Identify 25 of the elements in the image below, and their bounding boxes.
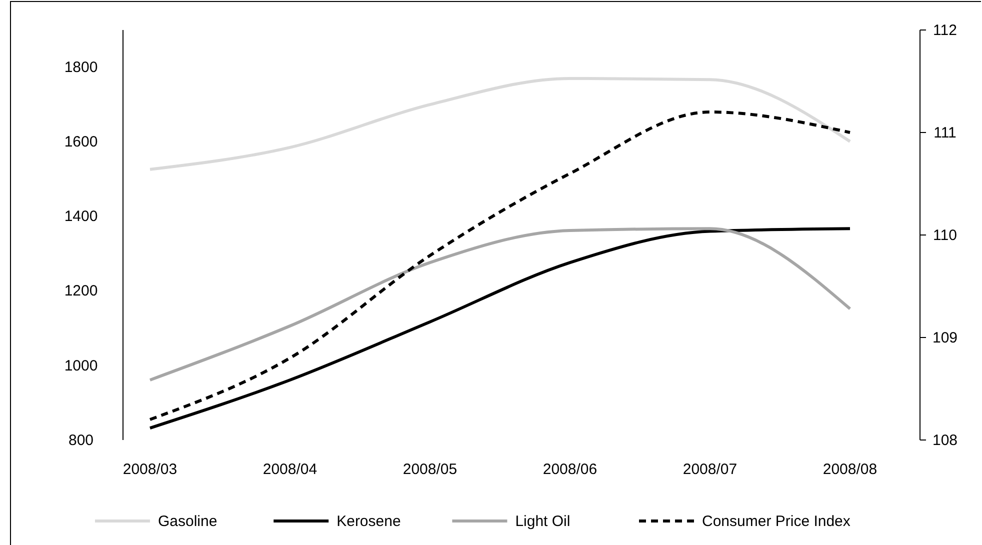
x-tick-label: 2008/08 [822, 461, 878, 478]
y-tick-label: 1600 [64, 134, 98, 151]
y2-tick-label: 110 [933, 227, 957, 244]
y2-tick-label: 111 [934, 124, 956, 142]
y-tick-label: 1000 [64, 357, 98, 374]
legend-label: Light Oil [515, 513, 570, 530]
line-series [148, 110, 852, 421]
x-tick-label: 2008/04 [262, 461, 318, 478]
x-tick-label: 2008/03 [122, 461, 178, 478]
line-series [148, 227, 852, 430]
x-tick-label: 2008/06 [542, 461, 598, 478]
legend-label: Gasoline [158, 513, 218, 530]
y-tick-label: 1800 [64, 59, 98, 76]
y-tick-label: 1400 [64, 208, 98, 226]
x-tick-label: 2008/05 [402, 461, 458, 478]
y2-tick-label: 108 [932, 432, 958, 449]
y2-tick-label: 112 [933, 22, 957, 39]
y2-tick-label: 109 [932, 330, 958, 346]
x-tick-label: 2008/07 [682, 461, 738, 478]
legend-label: Consumer Price Index [702, 513, 851, 530]
line-series [148, 76, 852, 171]
line-series [148, 227, 852, 382]
y-tick-label: 1200 [64, 282, 98, 300]
legend-label: Kerosene [336, 513, 401, 530]
y-tick-label: 800 [68, 432, 94, 449]
